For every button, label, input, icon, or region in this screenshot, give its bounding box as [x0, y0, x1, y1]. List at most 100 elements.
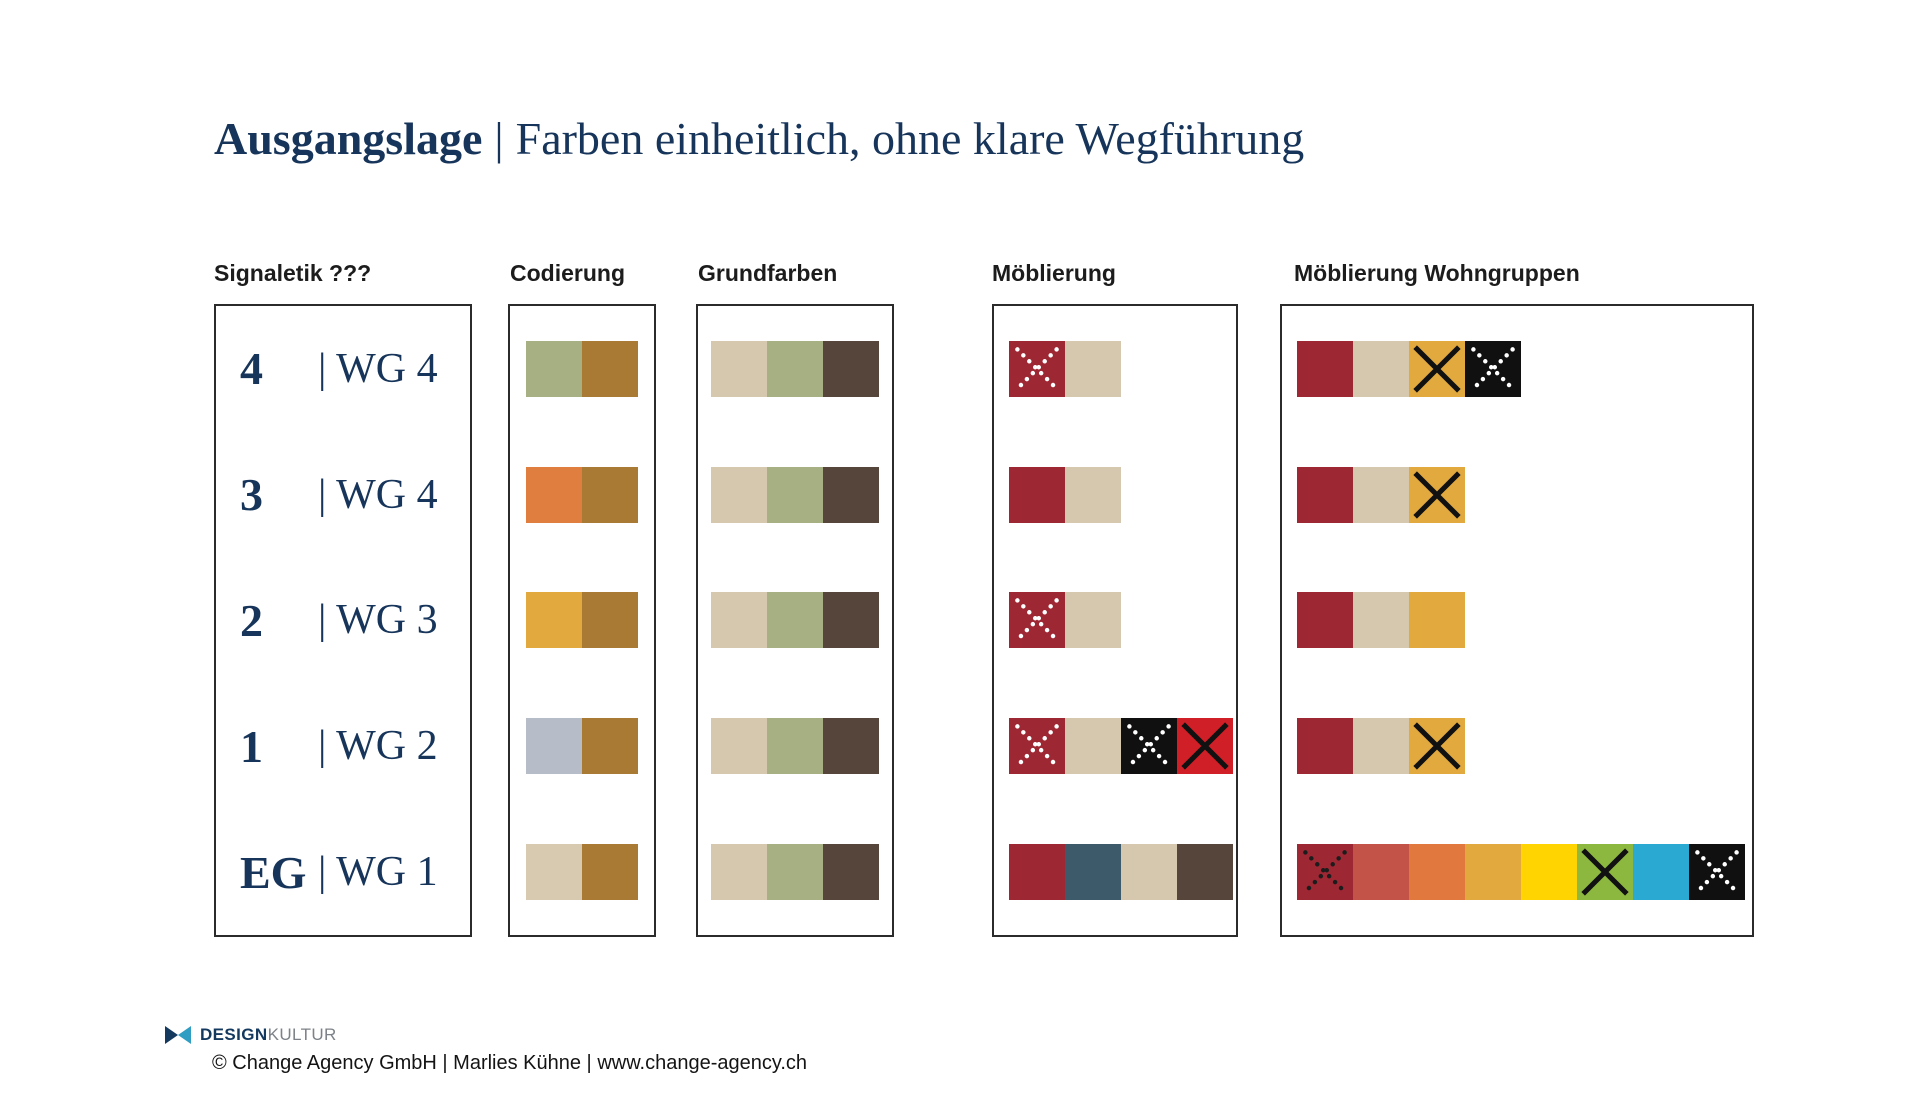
wg-label: | WG 3	[318, 597, 438, 644]
color-swatch	[1009, 340, 1065, 397]
wg-label: | WG 4	[318, 471, 438, 518]
color-swatch	[1409, 592, 1465, 649]
color-swatch	[1353, 340, 1409, 397]
floor-row-eg: EG | WG 1	[216, 809, 470, 935]
swatch-row	[994, 432, 1236, 558]
color-swatch	[582, 340, 638, 397]
color-swatch	[1009, 592, 1065, 649]
color-swatch	[582, 592, 638, 649]
floor-row-1: 1 | WG 2	[216, 683, 470, 809]
color-swatch	[711, 592, 767, 649]
swatch-row	[510, 809, 654, 935]
swatch-row	[510, 432, 654, 558]
color-swatch	[1065, 340, 1121, 397]
swatch-row	[994, 306, 1236, 432]
color-swatch	[711, 466, 767, 523]
swatch-row	[698, 683, 892, 809]
wohngruppen-panel	[1280, 304, 1754, 937]
color-swatch	[1353, 466, 1409, 523]
color-swatch	[582, 718, 638, 775]
x-solid-black-icon	[1581, 848, 1629, 896]
color-swatch	[526, 718, 582, 775]
color-swatch	[526, 844, 582, 901]
color-swatch	[1177, 718, 1233, 775]
color-swatch	[1521, 844, 1577, 901]
column-header-signaletik: Signaletik ???	[214, 260, 372, 286]
color-swatch	[767, 340, 823, 397]
color-swatch	[582, 466, 638, 523]
color-swatch	[767, 718, 823, 775]
x-solid-black-icon	[1413, 722, 1461, 770]
color-swatch	[1353, 592, 1409, 649]
color-swatch	[1297, 466, 1353, 523]
color-swatch	[823, 340, 879, 397]
floor-row-3: 3 | WG 4	[216, 432, 470, 558]
floor-row-2: 2 | WG 3	[216, 558, 470, 684]
column-header-grundfarben: Grundfarben	[698, 260, 838, 286]
swatch-row	[510, 306, 654, 432]
color-swatch	[1409, 466, 1465, 523]
color-swatch	[1409, 340, 1465, 397]
color-swatch	[711, 844, 767, 901]
color-swatch	[1297, 844, 1353, 901]
color-swatch	[711, 340, 767, 397]
color-swatch	[1009, 844, 1065, 901]
color-swatch	[823, 466, 879, 523]
floor-number: 3	[240, 469, 263, 521]
color-swatch	[1297, 718, 1353, 775]
color-swatch	[1409, 718, 1465, 775]
codierung-panel	[508, 304, 656, 937]
color-swatch	[1297, 340, 1353, 397]
color-swatch	[1297, 592, 1353, 649]
color-swatch	[767, 844, 823, 901]
title-subtitle: Farben einheitlich, ohne klare Wegführun…	[515, 113, 1305, 164]
color-swatch	[711, 718, 767, 775]
color-swatch	[526, 466, 582, 523]
page-title: Ausgangslage | Farben einheitlich, ohne kl…	[214, 112, 1304, 165]
color-swatch	[1009, 718, 1065, 775]
swatch-row	[994, 809, 1236, 935]
color-swatch	[767, 466, 823, 523]
color-swatch	[582, 844, 638, 901]
title-separator: |	[494, 113, 504, 164]
designkultur-logo-icon	[165, 1026, 191, 1044]
x-solid-black-icon	[1413, 471, 1461, 519]
x-dotted-white-icon	[1015, 598, 1059, 643]
swatch-row	[1282, 432, 1752, 558]
floor-number: 1	[240, 720, 263, 772]
color-swatch	[1353, 844, 1409, 901]
x-solid-black-icon	[1413, 345, 1461, 393]
color-swatch	[1689, 844, 1745, 901]
swatch-row	[510, 683, 654, 809]
swatch-row	[1282, 809, 1752, 935]
x-dotted-white-icon	[1015, 347, 1059, 391]
grundfarben-panel	[696, 304, 894, 937]
swatch-row	[698, 809, 892, 935]
x-dotted-white-icon	[1695, 850, 1739, 894]
signaletik-panel: 4 | WG 4 3 | WG 4 2 | WG 3 1 | WG 2 EG |…	[214, 304, 472, 937]
color-swatch	[1121, 718, 1177, 775]
swatch-row	[1282, 306, 1752, 432]
swatch-row	[698, 306, 892, 432]
column-header-codierung: Codierung	[510, 260, 625, 286]
color-swatch	[526, 592, 582, 649]
x-dotted-white-icon	[1127, 724, 1171, 769]
floor-number: 2	[240, 594, 263, 646]
wg-label: | WG 1	[318, 849, 438, 896]
floor-row-4: 4 | WG 4	[216, 306, 470, 432]
color-swatch	[1465, 844, 1521, 901]
color-swatch	[1177, 844, 1233, 901]
floor-number: 4	[240, 343, 263, 395]
color-swatch	[823, 592, 879, 649]
x-solid-black-icon	[1181, 722, 1229, 770]
swatch-row	[698, 558, 892, 684]
brand-logo: DESIGNKULTUR	[163, 1025, 337, 1045]
color-swatch	[1633, 844, 1689, 901]
swatch-row	[1282, 683, 1752, 809]
brand-name-light: KULTUR	[267, 1025, 337, 1044]
swatch-row	[510, 558, 654, 684]
moeblierung-panel	[992, 304, 1238, 937]
x-dotted-white-icon	[1471, 347, 1515, 391]
swatch-row	[1282, 558, 1752, 684]
